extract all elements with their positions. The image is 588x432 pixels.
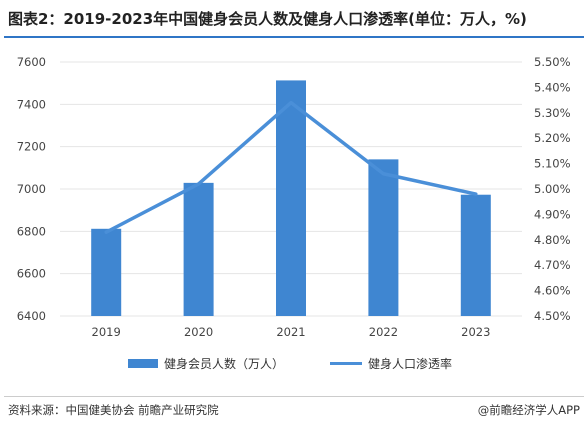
right-axis: 4.50% 4.60% 4.70% 4.80% 4.90% 5.00% 5.10% 5.20%… — [534, 55, 571, 323]
right-tick-label: 5.10% — [534, 157, 571, 171]
brand-credit: @前瞻经济学人APP — [477, 403, 580, 417]
x-axis: 2019 2020 2021 2022 2023 — [92, 325, 491, 339]
line-point — [475, 193, 477, 195]
right-tick-label: 4.50% — [534, 309, 571, 323]
bar — [183, 182, 214, 316]
legend-bar-label: 健身会员人数（万人） — [164, 356, 284, 371]
footer-rule — [4, 396, 584, 397]
x-tick-label: 2021 — [276, 325, 305, 339]
right-tick-label: 4.70% — [534, 258, 571, 272]
x-tick-label: 2019 — [92, 325, 121, 339]
title-rule — [4, 36, 584, 38]
x-tick-label: 2023 — [461, 325, 490, 339]
x-tick-label: 2022 — [369, 325, 398, 339]
right-tick-label: 5.50% — [534, 55, 571, 69]
left-tick-label: 7000 — [17, 182, 46, 196]
bar — [276, 80, 306, 316]
chart-title: 图表2：2019-2023年中国健身会员人数及健身人口渗透率(单位：万人，%) — [8, 10, 527, 28]
right-tick-label: 5.20% — [534, 131, 571, 145]
left-tick-label: 7600 — [17, 55, 46, 69]
right-tick-label: 4.80% — [534, 233, 571, 247]
bar — [460, 194, 491, 316]
left-tick-label: 7400 — [17, 97, 46, 111]
line-series — [104, 100, 478, 234]
bar-series — [91, 80, 491, 316]
legend-bar-swatch — [128, 359, 158, 368]
right-tick-label: 5.00% — [534, 182, 571, 196]
left-tick-label: 6600 — [17, 267, 46, 281]
bar — [368, 159, 399, 316]
left-tick-label: 6800 — [17, 224, 46, 238]
x-tick-label: 2020 — [184, 325, 213, 339]
right-tick-label: 4.60% — [534, 284, 571, 298]
line-point — [105, 231, 107, 233]
line-point — [290, 102, 292, 104]
legend-line-label: 健身人口渗透率 — [368, 356, 452, 371]
left-tick-label: 6400 — [17, 309, 46, 323]
right-tick-label: 5.30% — [534, 106, 571, 120]
right-tick-label: 4.90% — [534, 207, 571, 221]
legend: 健身会员人数（万人） 健身人口渗透率 — [128, 356, 452, 371]
line-point — [198, 183, 200, 185]
bar — [91, 228, 122, 316]
right-tick-label: 5.40% — [534, 80, 571, 94]
line-point — [382, 173, 384, 175]
left-axis: 6400 6600 6800 7000 7200 7400 7600 — [17, 55, 46, 323]
source-note: 资料来源：中国健美协会 前瞻产业研究院 — [8, 403, 219, 417]
left-tick-label: 7200 — [17, 140, 46, 154]
